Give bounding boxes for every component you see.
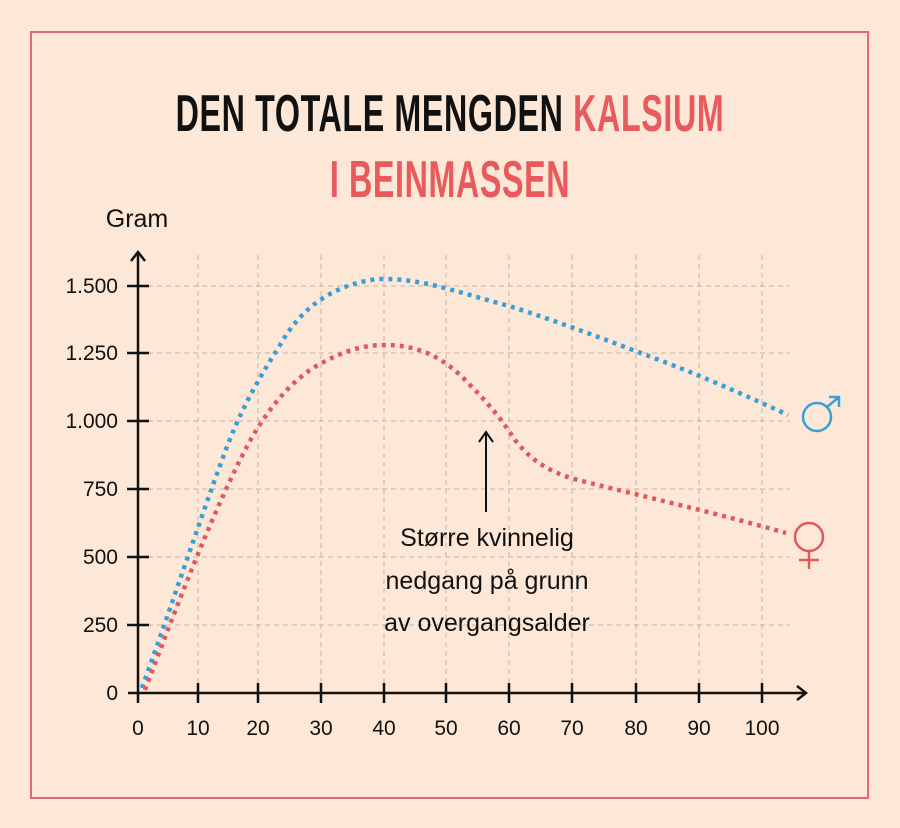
x-tick-label: 40 [372,717,395,740]
y-tick-label: 750 [83,478,118,501]
annotation-line-1: Større kvinnelig [400,524,574,552]
y-axis-label: Gram [106,205,169,233]
x-tick-label: 10 [186,717,209,740]
x-tick-label: 100 [744,717,779,740]
title-accent-text: KALSIUM [573,85,725,143]
annotation-line-3: av overgangsalder [384,609,590,637]
grid-lines [148,255,790,683]
x-tick-label: 50 [434,717,457,740]
x-tick-labels: 0 10 20 30 40 50 60 70 80 90 100 [132,717,779,740]
x-tick-label: 60 [497,717,520,740]
chart-title-line-1: DEN TOTALE MENGDEN KALSIUM [171,84,729,144]
y-tick-labels: 0 250 500 750 1.000 1.250 1.500 [65,275,118,705]
y-tick-label: 0 [106,682,118,705]
annotation-arrow-icon [478,430,494,512]
annotation-line-2: nedgang på grunn [386,567,589,595]
male-symbol-icon [801,395,841,433]
x-tick-label: 20 [246,717,269,740]
x-tick-label: 70 [560,717,583,740]
title-black-text: DEN TOTALE MENGDEN [175,85,564,143]
female-symbol-icon [793,521,825,569]
y-tick-label: 1.250 [65,342,118,365]
female-series-line [142,342,787,691]
x-axis-arrow-icon [796,685,809,701]
male-series-line [139,276,789,689]
annotation-text: Større kvinnelig nedgang på grunn av ove… [384,524,590,637]
y-axis-arrow-icon [130,249,146,262]
y-tick-label: 1.000 [65,410,118,433]
axes [127,249,809,703]
y-tick-label: 1.500 [65,275,118,298]
x-tick-label: 30 [309,717,332,740]
chart-frame [30,31,869,799]
x-tick-label: 80 [624,717,647,740]
chart-title-line-2: I BEINMASSEN [329,151,571,209]
y-tick-label: 250 [83,614,118,637]
y-tick-label: 500 [83,546,118,569]
x-tick-label: 90 [687,717,710,740]
x-tick-label: 0 [132,717,144,740]
